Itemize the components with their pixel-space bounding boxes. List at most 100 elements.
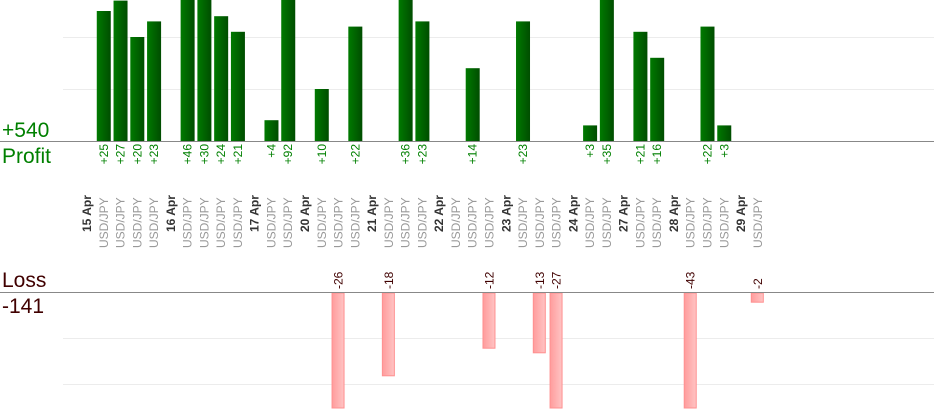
profit-bar xyxy=(230,31,245,141)
profit-value-label: +27 xyxy=(114,144,128,165)
profit-value-label: +21 xyxy=(633,144,647,165)
profit-bar xyxy=(264,120,279,141)
symbol-label: USD/JPY xyxy=(684,197,698,248)
profit-bar xyxy=(415,21,430,141)
profit-value-label: +16 xyxy=(650,144,664,165)
symbol-label: USD/JPY xyxy=(130,197,144,248)
symbol-label: USD/JPY xyxy=(700,197,714,248)
symbol-label: USD/JPY xyxy=(97,197,111,248)
profit-value-label: +35 xyxy=(600,144,614,165)
symbol-label: USD/JPY xyxy=(332,197,346,248)
profit-bar xyxy=(717,125,732,141)
symbol-label: USD/JPY xyxy=(231,197,245,248)
symbol-label: USD/JPY xyxy=(399,197,413,248)
profit-bar xyxy=(214,16,229,142)
date-label: 27 Apr xyxy=(617,195,631,232)
profit-bar xyxy=(465,68,480,141)
profit-bar xyxy=(583,125,598,141)
symbol-label: USD/JPY xyxy=(415,197,429,248)
date-label: 15 Apr xyxy=(80,195,94,232)
profit-bar xyxy=(650,57,665,141)
profit-bar xyxy=(398,0,413,141)
loss-label: Loss xyxy=(2,269,46,292)
symbol-label: USD/JPY xyxy=(717,197,731,248)
loss-bar xyxy=(683,292,697,409)
symbol-label: USD/JPY xyxy=(550,197,564,248)
symbol-label: USD/JPY xyxy=(650,197,664,248)
profit-value-label: +10 xyxy=(315,144,329,165)
symbol-label: USD/JPY xyxy=(449,197,463,248)
profit-bar xyxy=(281,0,296,141)
symbol-label: USD/JPY xyxy=(348,197,362,248)
symbol-label: USD/JPY xyxy=(114,197,128,248)
bars xyxy=(96,0,764,409)
symbol-label: USD/JPY xyxy=(516,197,530,248)
profit-value-label: +3 xyxy=(583,144,597,158)
symbol-label: USD/JPY xyxy=(533,197,547,248)
symbol-label: USD/JPY xyxy=(281,197,295,248)
loss-value-label: -26 xyxy=(332,271,346,289)
symbol-label: USD/JPY xyxy=(583,197,597,248)
loss-value-label: -43 xyxy=(684,271,698,289)
profit-bar xyxy=(516,21,531,141)
profit-value-label: +23 xyxy=(415,144,429,165)
profit-value-label: +46 xyxy=(181,144,195,165)
profit-bar xyxy=(599,0,614,141)
date-label: 29 Apr xyxy=(734,195,748,232)
symbol-label: USD/JPY xyxy=(466,197,480,248)
date-label: 17 Apr xyxy=(248,195,262,232)
loss-bar xyxy=(482,292,496,349)
symbol-label: USD/JPY xyxy=(382,197,396,248)
date-label: 20 Apr xyxy=(298,195,312,232)
profit-value-label: +25 xyxy=(97,144,111,165)
symbol-label: USD/JPY xyxy=(197,197,211,248)
date-label: 16 Apr xyxy=(164,195,178,232)
symbol-label: USD/JPY xyxy=(315,197,329,248)
profit-bar xyxy=(197,0,212,141)
date-label: 28 Apr xyxy=(667,195,681,232)
date-label: 23 Apr xyxy=(499,195,513,232)
profit-value-label: +22 xyxy=(700,144,714,165)
symbol-label: USD/JPY xyxy=(147,197,161,248)
profit-bar xyxy=(633,31,648,141)
profit-bar xyxy=(348,26,363,142)
loss-value-label: -18 xyxy=(382,271,396,289)
loss-bar xyxy=(532,292,546,354)
symbol-label: USD/JPY xyxy=(600,197,614,248)
profit-bar xyxy=(96,11,111,141)
profit-value-label: +23 xyxy=(516,144,530,165)
labels: 15 Apr USD/JPY +25 USD/JPY +27 USD/JPY +20 USD/… xyxy=(80,144,765,289)
loss-bar xyxy=(750,292,764,303)
profit-label: Profit xyxy=(2,145,51,168)
profit-value-label: +24 xyxy=(214,144,228,165)
symbol-label: USD/JPY xyxy=(214,197,228,248)
symbol-label: USD/JPY xyxy=(482,197,496,248)
symbol-label: USD/JPY xyxy=(181,197,195,248)
profit-bar xyxy=(314,89,329,141)
profit-value-label: +30 xyxy=(197,144,211,165)
profit-value-label: +4 xyxy=(264,144,278,158)
loss-value-label: -27 xyxy=(550,271,564,289)
profit-value-label: +22 xyxy=(348,144,362,165)
profit-bar xyxy=(147,21,162,141)
loss-value-label: -13 xyxy=(533,271,547,289)
profit-value-label: +36 xyxy=(399,144,413,165)
loss-value-label: -12 xyxy=(482,271,496,289)
symbol-label: USD/JPY xyxy=(264,197,278,248)
profit-value-label: +21 xyxy=(231,144,245,165)
date-label: 21 Apr xyxy=(365,195,379,232)
profit-value-label: +3 xyxy=(717,144,731,158)
profit-total: +540 xyxy=(2,119,49,142)
profit-value-label: +92 xyxy=(281,144,295,165)
profit-value-label: +14 xyxy=(466,144,480,165)
loss-bar xyxy=(331,292,345,409)
symbol-label: USD/JPY xyxy=(751,197,765,248)
profit-bar xyxy=(130,37,145,141)
date-label: 22 Apr xyxy=(432,195,446,232)
symbol-label: USD/JPY xyxy=(633,197,647,248)
profit-value-label: +20 xyxy=(130,144,144,165)
loss-total: -141 xyxy=(2,295,44,318)
date-label: 24 Apr xyxy=(566,195,580,232)
loss-value-label: -2 xyxy=(751,278,765,289)
